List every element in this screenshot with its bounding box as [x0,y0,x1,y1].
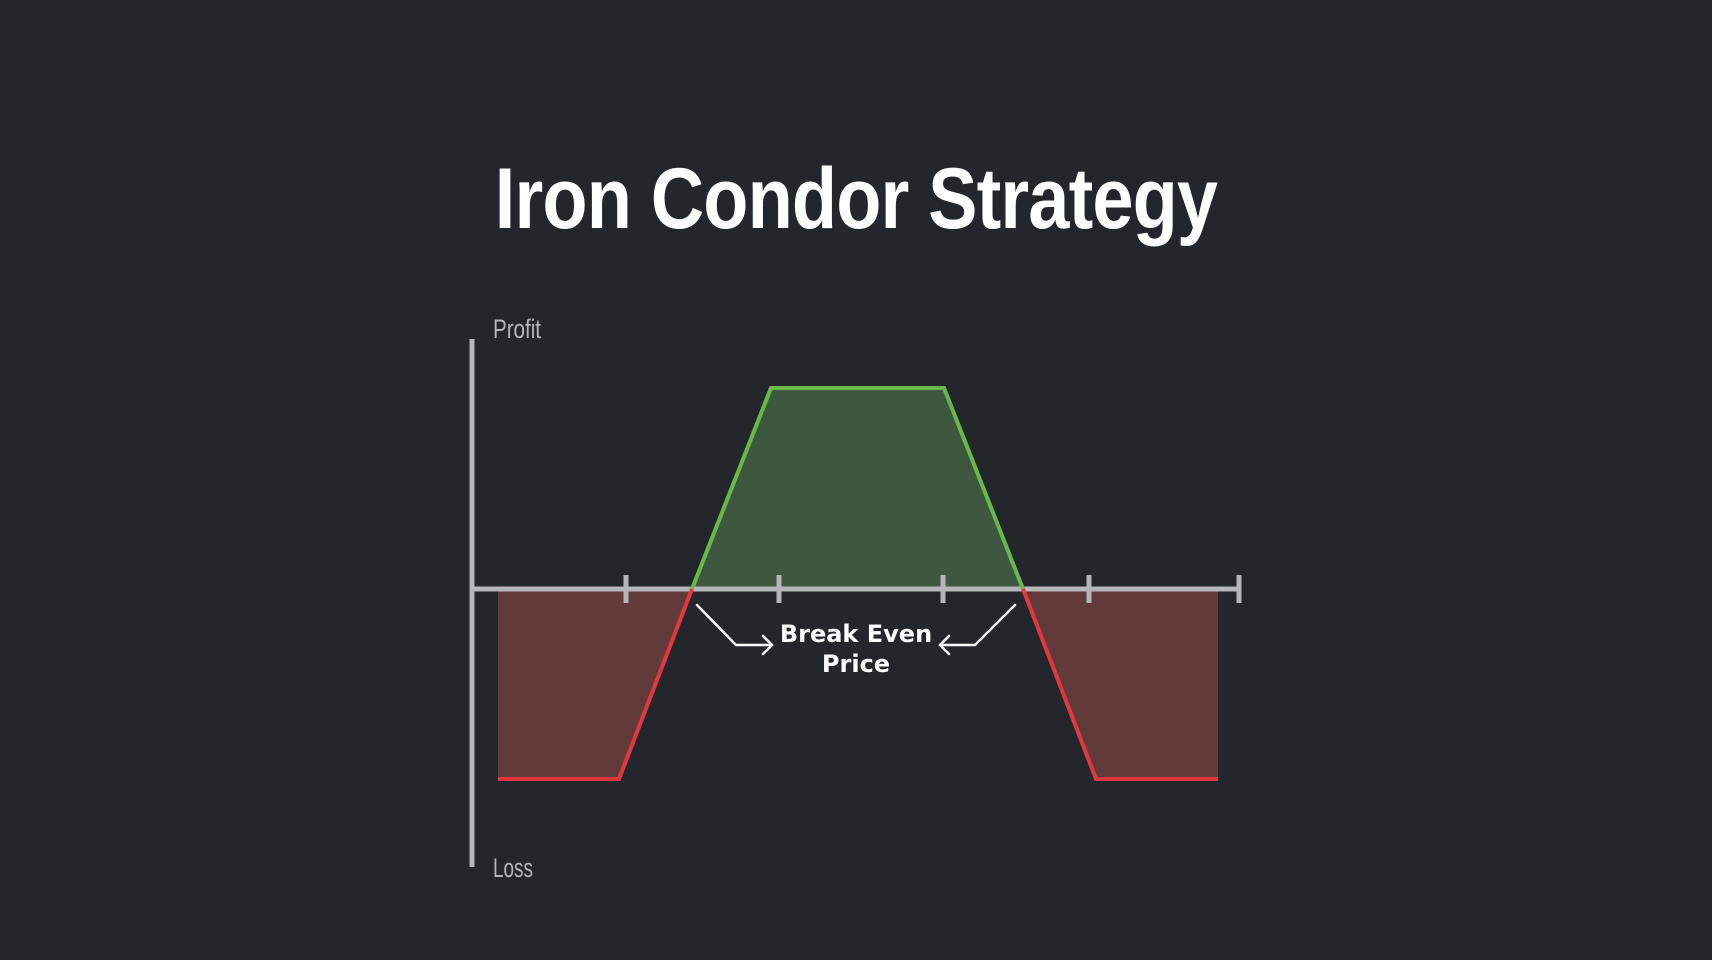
page-title: Iron Condor Strategy [494,151,1218,247]
break-even-label-line2: Price [822,650,890,678]
profit-line [690,386,1025,590]
loss-area-left [498,589,692,779]
break-even-arrow-left [695,603,774,656]
loss-area-right [1023,589,1218,779]
y-axis-loss-label: Loss [493,853,533,883]
loss-line-right [1021,588,1218,781]
profit-area [692,388,1023,589]
break-even-arrow-right [938,603,1017,656]
y-axis-profit-label: Profit [493,314,541,344]
break-even-label-line1: Break Even [780,620,932,648]
loss-line-left [498,588,694,781]
